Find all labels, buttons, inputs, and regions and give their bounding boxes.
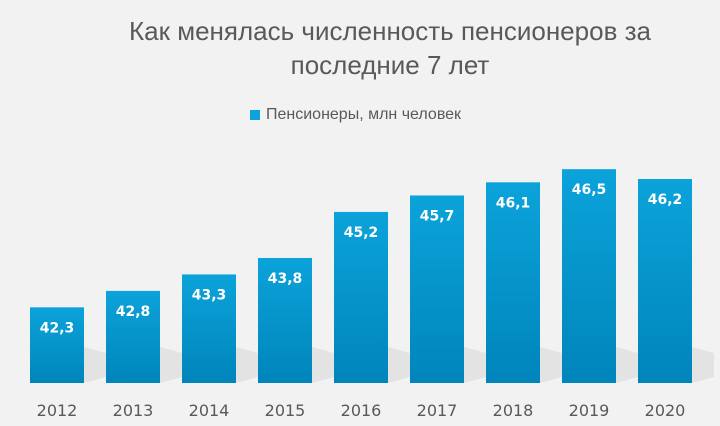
bar-2016 [334, 211, 388, 383]
bar-2019 [562, 169, 616, 383]
bar-2012 [30, 307, 84, 383]
legend-label: Пенсионеры, млн человек [266, 106, 462, 123]
bar-shadow [464, 347, 486, 383]
bar-2014 [182, 274, 236, 383]
bar-shadow [160, 347, 182, 383]
x-tick-label: 2020 [645, 401, 686, 420]
data-label: 42,8 [116, 304, 151, 320]
bar-shadow [236, 347, 258, 383]
bar-shadow [84, 347, 106, 383]
data-label: 45,7 [420, 208, 455, 224]
bar-shadow [540, 347, 562, 383]
bar-shadow [692, 347, 714, 383]
bar-2018 [486, 182, 540, 383]
x-tick-label: 2013 [113, 401, 154, 420]
bar-shadow [388, 347, 410, 383]
data-label: 46,2 [648, 192, 683, 208]
data-label: 43,3 [192, 287, 227, 303]
chart-title: Как менялась численность пенсионеров за … [129, 16, 651, 80]
x-tick-label: 2019 [569, 401, 610, 420]
x-tick-label: 2017 [417, 401, 458, 420]
bar-2015 [258, 257, 312, 383]
data-label: 45,2 [344, 225, 379, 241]
data-label: 46,1 [496, 195, 531, 211]
data-label: 42,3 [40, 320, 75, 336]
bar-2013 [106, 290, 160, 383]
x-tick-label: 2015 [265, 401, 306, 420]
data-label: 46,5 [572, 182, 607, 198]
x-tick-label: 2012 [37, 401, 78, 420]
legend-swatch [250, 110, 260, 120]
data-label: 43,8 [268, 271, 303, 287]
bar-shadow [616, 347, 638, 383]
x-tick-label: 2018 [493, 401, 534, 420]
legend: Пенсионеры, млн человек [250, 106, 461, 124]
bar-2017 [410, 195, 464, 383]
x-tick-label: 2016 [341, 401, 382, 420]
bar-2020 [638, 179, 692, 383]
bar-shadow [312, 347, 334, 383]
x-tick-label: 2014 [189, 401, 230, 420]
